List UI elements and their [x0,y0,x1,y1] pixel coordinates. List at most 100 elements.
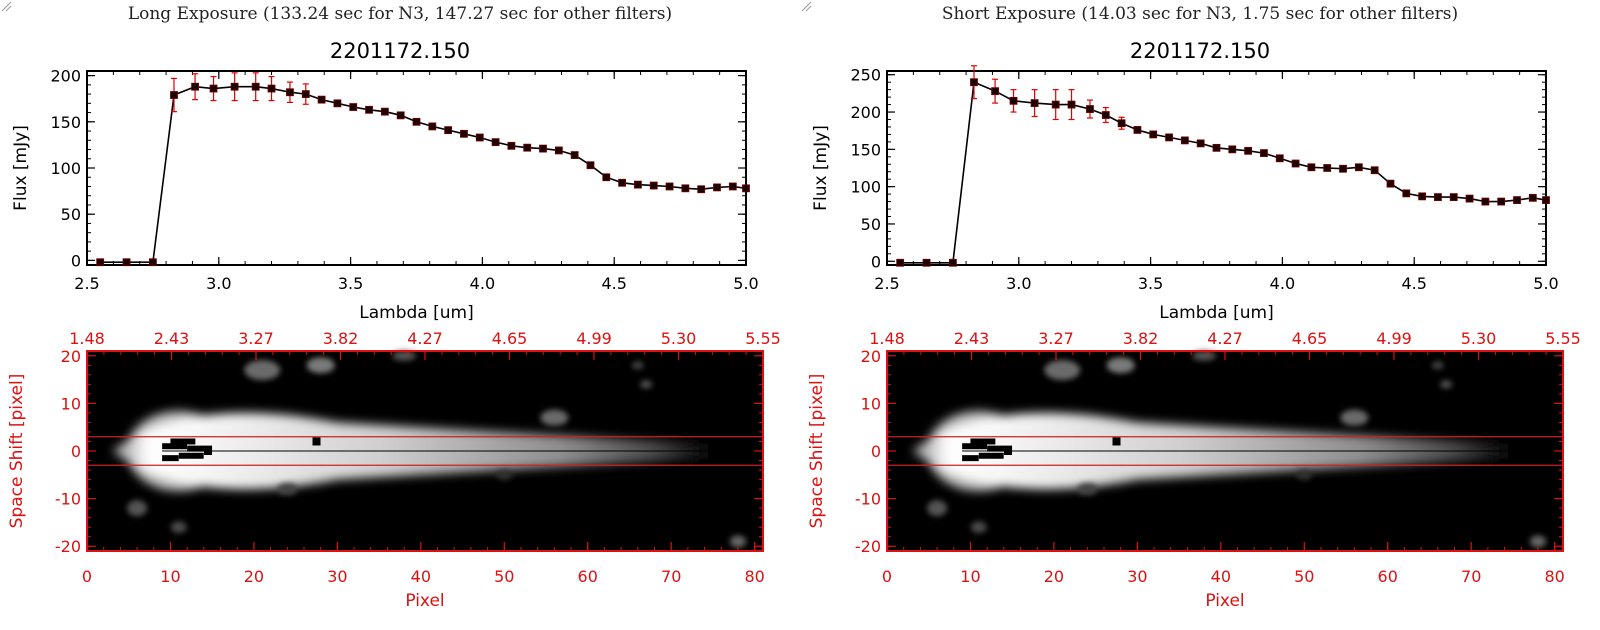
x-tick-label: 70 [1461,567,1481,586]
data-point [681,184,690,193]
top-tick-label: 4.99 [576,329,612,348]
centroid-marker [162,455,179,462]
y-tick-label: -20 [855,537,881,556]
data-point [742,184,750,193]
x-tick-label: 40 [411,567,431,586]
data-point [1009,96,1018,105]
centroid-marker [162,443,188,450]
faint-source [392,350,417,361]
centroid-marker [187,445,213,452]
data-point [1307,163,1316,172]
y-tick-label: 100 [850,178,881,197]
data-point [1370,166,1379,175]
y-tick-label: 0 [871,252,881,271]
data-point [970,78,978,87]
top-tick-label: 3.82 [1123,329,1159,348]
data-point [170,91,178,99]
x-axis-label: Pixel [1205,591,1244,611]
top-tick-label: 4.27 [1207,329,1243,348]
top-tick-label: 1.48 [69,329,105,348]
y-tick-label: 100 [50,159,81,178]
faint-source [1044,360,1081,381]
x-tick-label: 80 [1544,567,1564,586]
data-point [1133,126,1142,134]
data-point [1067,100,1076,109]
data-point [507,141,516,150]
y-axis-label: Space Shift [pixel] [807,374,827,529]
data-point [1101,111,1110,119]
data-point [460,129,468,138]
x-axis-label: Lambda [um] [1159,303,1273,323]
data-point [1513,196,1521,204]
data-point [1323,164,1332,172]
faint-source [1192,350,1217,361]
data-point [475,133,484,142]
top-tick-label: 4.99 [1376,329,1412,348]
data-point [1528,193,1537,202]
reference-point [1112,437,1121,446]
faint-source [496,469,513,480]
resize-grip-icon[interactable] [0,0,12,12]
x-tick-label: 20 [244,567,264,586]
data-point [267,84,276,93]
x-axis-label: Lambda [um] [359,303,473,323]
x-tick-label: 40 [1211,567,1231,586]
data-point [649,181,658,190]
top-tick-label: 3.27 [238,329,274,348]
top-tick-label: 5.55 [1545,329,1581,348]
data-point [1030,99,1039,107]
data-point [333,99,342,108]
faint-source [244,360,281,381]
data-point [1497,197,1506,206]
data-point [618,178,627,187]
x-tick-label: 50 [1294,567,1314,586]
x-axis-label: Pixel [405,591,444,611]
x-tick-label: 2.5 [874,274,899,293]
data-point [697,185,706,194]
faint-source [277,483,298,496]
centroid-marker [178,452,204,459]
x-tick-label: 0 [882,567,892,586]
data-point [122,258,131,267]
data-point [96,258,105,267]
data-point [365,105,373,114]
data-point [586,161,595,170]
exposure-caption: Long Exposure (133.24 sec for N3, 147.27… [127,4,673,24]
x-tick-label: 50 [494,567,514,586]
data-point [1228,145,1237,154]
data-point [412,117,421,126]
data-point [1402,189,1411,198]
data-point [349,103,358,111]
faint-source [1296,469,1313,480]
data-point [209,84,218,93]
plot-title: 2201172.150 [1130,39,1270,63]
x-tick-label: 60 [578,567,598,586]
data-point [1418,192,1427,201]
data-point [396,111,405,120]
faint-source [1529,535,1546,548]
y-tick-label: 150 [50,113,81,132]
data-point [1117,119,1126,128]
data-point [1180,136,1189,145]
data-point [713,183,721,192]
y-tick-label: 20 [861,347,881,366]
data-point [602,173,611,182]
centroid-marker [962,455,979,462]
data-point [1339,164,1347,173]
x-tick-label: 4.5 [601,274,626,293]
y-tick-label: 150 [850,140,881,159]
data-point [1465,194,1474,203]
resize-grip-icon[interactable] [800,0,812,12]
background-sources [927,350,1546,548]
exposure-caption: Short Exposure (14.03 sec for N3, 1.75 s… [941,4,1459,24]
x-tick-label: 2.5 [74,274,99,293]
top-tick-label: 2.43 [154,329,190,348]
data-point [251,82,260,91]
data-point [317,95,326,104]
y-tick-label: 200 [50,67,81,86]
y-tick-label: -10 [855,490,881,509]
x-tick-label: 10 [960,567,980,586]
data-point [523,143,532,152]
top-tick-label: 5.55 [745,329,781,348]
data-point [491,138,500,147]
